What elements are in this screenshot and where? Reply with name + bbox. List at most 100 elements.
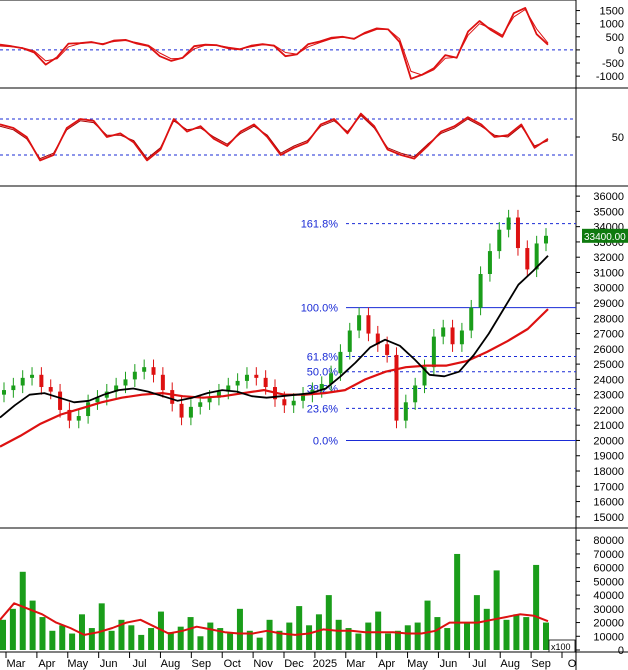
month-label: Aug [500,658,520,670]
volume-bar [246,630,253,650]
candle-body [301,394,306,401]
candle-body [413,385,418,403]
volume-bar [118,619,125,650]
price-axis-tick-label: 15000 [593,512,624,524]
month-label: O [568,658,577,670]
volume-bar [286,622,293,650]
macd-axis-tick-label: 0 [618,45,624,57]
candle-body [506,217,511,230]
price-axis-tick-label: 25000 [593,359,624,371]
price-axis-tick-label: 16000 [593,497,624,509]
candle-body [198,402,203,407]
rsi-panel: 50 [0,88,628,187]
candle-body [431,336,436,368]
month-label: Jul [133,658,147,670]
price-axis-tick-label: 31000 [593,267,624,279]
candle-body [319,383,324,391]
price-panel: 161.8%100.0%61.8%50.0%38.2%23.6%0.0%3600… [0,186,628,529]
price-ma-short-line [0,255,549,419]
candle-body [525,248,530,270]
volume-axis-tick-label: 50000 [593,576,624,588]
candle-body [123,379,128,386]
volume-bar [138,634,145,650]
price-axis-tick-label: 36000 [593,191,624,203]
fibonacci-level-label: 100.0% [301,303,339,315]
candle-body [30,374,35,378]
month-label: Dec [284,658,304,670]
macd-axis-tick-label: -500 [602,58,624,70]
price-ma-long-line [0,308,549,448]
fibonacci-level-label: 0.0% [313,435,338,447]
month-label: Sep [192,658,212,670]
candle-body [48,387,53,392]
rsi-line [0,112,549,162]
volume-unit-label: x100 [551,642,571,652]
month-label: Jun [440,658,458,670]
volume-bar [59,625,66,650]
volume-bar [503,619,510,650]
volume-bar [69,633,76,650]
price-axis-tick-label: 23000 [593,390,624,402]
volume-bar [49,630,56,650]
volume-bar [88,628,95,650]
volume-ma-line [0,602,549,636]
volume-bar [276,630,283,650]
month-label: May [67,658,88,670]
fibonacci-level-label: 50.0% [307,367,338,379]
volume-axis-tick-label: 40000 [593,590,624,602]
volume-bar [207,622,214,650]
price-axis-tick-label: 21000 [593,420,624,432]
volume-axis-tick-label: 0 [618,645,624,657]
candle-body [114,385,119,392]
candle-body [291,400,296,406]
candle-body [76,416,81,421]
macd-axis-tick-label: 500 [606,32,624,44]
candle-body [207,397,212,403]
candle-body [95,397,100,403]
rsi-signal-line [0,114,549,160]
volume-bar [444,628,451,650]
volume-axis-tick-label: 60000 [593,563,624,575]
volume-bar [108,630,115,650]
price-axis-tick-label: 29000 [593,298,624,310]
month-label: Nov [253,658,273,670]
volume-bar [325,595,332,650]
candle-body [422,367,427,386]
volume-bar [315,614,322,650]
month-label: Sep [531,658,551,670]
fibonacci-level-label: 23.6% [307,403,338,415]
macd-line [0,7,549,80]
volume-bar [464,622,471,650]
candle-body [20,377,25,386]
volume-bar [217,628,224,650]
volume-bar [78,614,85,650]
volume-bar [335,619,342,650]
month-label: Jun [100,658,118,670]
candle-body [216,391,221,398]
candle-body [478,274,483,308]
volume-bar [39,617,46,650]
volume-bar [365,622,372,650]
candle-body [497,229,502,252]
candle-body [86,402,91,417]
volume-bar [414,622,421,650]
candle-body [160,374,165,391]
volume-bar [197,636,204,650]
candle-body [338,351,343,374]
candle-body [170,390,175,404]
volume-bar [177,626,184,650]
candle-body [2,390,6,395]
price-axis-tick-label: 30000 [593,283,624,295]
volume-bar [454,553,461,650]
volume-bar [0,619,6,650]
volume-bar [404,625,411,650]
volume-bar [385,633,392,650]
volume-bar [19,571,26,650]
candle-body [263,377,268,388]
candle-body [544,235,548,244]
candle-body [403,402,408,421]
candle-body [235,380,240,386]
volume-bar [533,564,540,650]
price-axis-tick-label: 28000 [593,313,624,325]
